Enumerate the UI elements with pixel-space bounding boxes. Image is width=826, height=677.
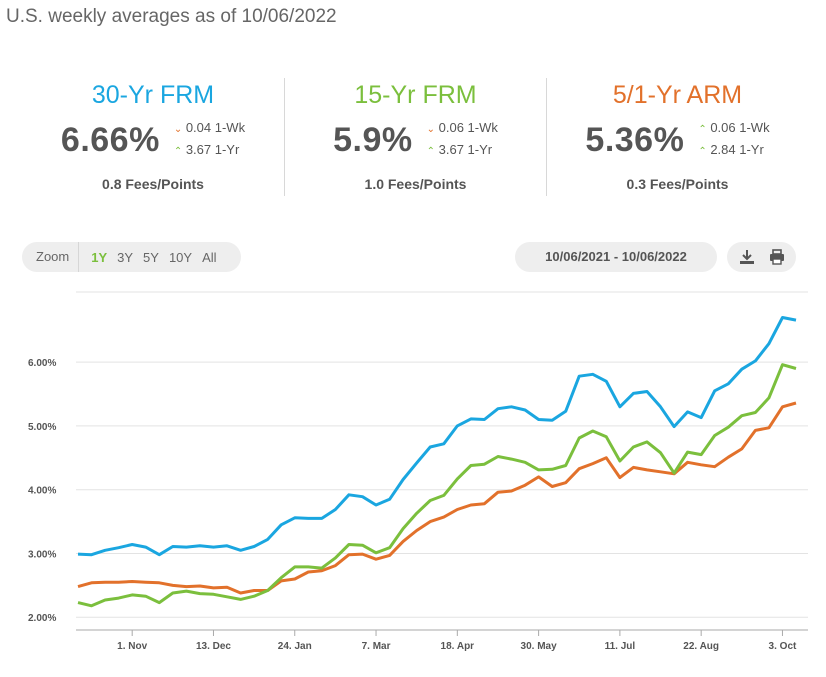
chart-tools: [727, 242, 796, 272]
download-icon[interactable]: [738, 248, 756, 266]
rate-value: 5.9%: [333, 120, 413, 159]
y-tick-label: 2.00%: [28, 613, 56, 624]
yearly-change: 2.84 1-Yr: [710, 142, 764, 157]
x-tick-label: 30. May: [521, 641, 558, 652]
yearly-change-arrow-icon: ⌃: [426, 146, 436, 157]
weekly-change-arrow-icon: ⌄: [173, 124, 183, 135]
zoom-5y-button[interactable]: 5Y: [143, 249, 159, 265]
rate-title: 15-Yr FRM: [354, 81, 477, 109]
y-axis-ticks: 2.00% 3.00% 4.00% 5.00% 6.00%: [28, 358, 56, 624]
x-tick-label: 13. Dec: [196, 641, 231, 652]
fees-points: 0.8 Fees/Points: [102, 176, 204, 192]
x-tick-label: 7. Mar: [362, 641, 391, 652]
rate-card-arm: 5/1-Yr ARM 5.36% ⌃ 0.06 1-Wk ⌃ 2.84 1-Yr 0…: [546, 78, 808, 196]
fees-points: 0.3 Fees/Points: [626, 176, 729, 192]
weekly-change-arrow-icon: ⌄: [426, 124, 436, 135]
weekly-change: 0.06 1-Wk: [710, 120, 770, 135]
rate-title: 30-Yr FRM: [91, 81, 215, 109]
rate-title: 5/1-Yr ARM: [612, 81, 743, 109]
x-tick-label: 18. Apr: [441, 641, 475, 652]
x-tick-label: 3. Oct: [769, 641, 797, 652]
printer-icon[interactable]: [768, 248, 786, 266]
yearly-change: 3.67 1-Yr: [185, 142, 240, 157]
zoom-label: Zoom: [22, 242, 80, 272]
series-line-15yr-frm: [77, 363, 797, 608]
rate-value: 5.36%: [585, 120, 685, 159]
fees-points: 1.0 Fees/Points: [364, 176, 467, 192]
x-tick-label: 1. Nov: [117, 641, 147, 652]
zoom-all-button[interactable]: All: [202, 249, 217, 265]
zoom-3y-button[interactable]: 3Y: [117, 249, 134, 265]
y-tick-label: 5.00%: [28, 422, 56, 433]
series-line-30yr-frm: [77, 316, 797, 557]
date-range-display[interactable]: 10/06/2021 - 10/06/2022: [515, 242, 717, 272]
y-tick-label: 6.00%: [28, 358, 56, 369]
zoom-10y-button[interactable]: 10Y: [168, 249, 193, 265]
weekly-change: 0.04 1-Wk: [185, 120, 246, 135]
grid-lines: [76, 291, 808, 631]
y-tick-label: 4.00%: [28, 486, 56, 497]
rate-value: 6.66%: [60, 120, 160, 159]
weekly-change: 0.06 1-Wk: [438, 120, 498, 135]
zoom-bar: Zoom 1Y 3Y 5Y 10Y All: [22, 242, 241, 272]
rate-card-30yr: 30-Yr FRM 6.66% ⌄ 0.04 1-Wk ⌃ 3.67 1-Yr 0.…: [22, 78, 284, 196]
y-tick-label: 3.00%: [28, 549, 56, 560]
rate-history-chart: 2.00% 3.00% 4.00% 5.00% 6.00% 1. Nov 13. Dec 2…: [28, 291, 808, 652]
series-lines: [77, 316, 797, 608]
rate-card-15yr: 15-Yr FRM 5.9% ⌄ 0.06 1-Wk ⌃ 3.67 1-Yr 1.0…: [284, 78, 546, 196]
weekly-change-arrow-icon: ⌃: [698, 124, 707, 135]
x-tick-label: 11. Jul: [605, 641, 636, 652]
x-tick-label: 24. Jan: [278, 641, 312, 652]
page-subtitle: U.S. weekly averages as of 10/06/2022: [6, 6, 337, 27]
yearly-change: 3.67 1-Yr: [438, 142, 493, 157]
x-axis-ticks: 1. Nov 13. Dec 24. Jan 7. Mar 18. Apr 30. May…: [117, 630, 797, 652]
zoom-1y-button[interactable]: 1Y: [91, 249, 108, 265]
yearly-change-arrow-icon: ⌃: [698, 146, 707, 157]
yearly-change-arrow-icon: ⌃: [173, 146, 183, 157]
x-tick-label: 22. Aug: [683, 641, 719, 652]
